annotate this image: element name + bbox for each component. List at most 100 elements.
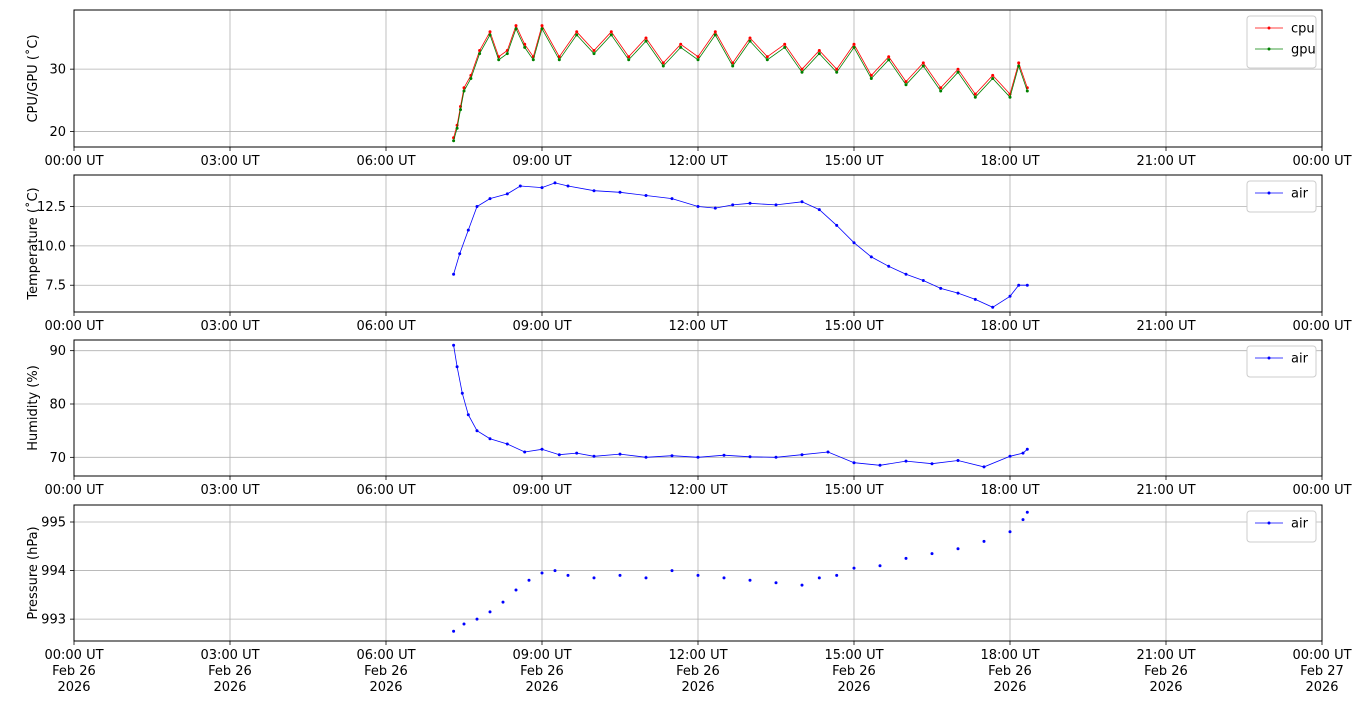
data-point [644,39,648,43]
data-point [514,588,518,592]
data-point [982,465,986,469]
x-tick-label: 18:00 UT [980,648,1039,663]
data-point [731,203,735,207]
data-point [731,64,735,68]
data-point [921,279,925,282]
y-tick-label: 20 [49,125,66,140]
data-point [956,459,960,462]
x-tick-label: 06:00 UT [356,154,415,169]
data-point [904,272,908,276]
data-point [982,539,986,543]
data-point [644,455,648,459]
x-tick-label: 03:00 UT [200,154,259,169]
y-tick-label: 994 [41,564,66,579]
data-point [722,453,726,457]
data-point [462,86,466,90]
data-point [800,583,804,587]
data-point [452,629,456,633]
data-point [592,189,596,193]
data-point [469,77,473,80]
data-point [748,455,752,459]
x-tick-label: Feb 26 [1144,664,1188,679]
data-point [627,55,631,59]
data-point [956,70,960,74]
x-tick-label: 15:00 UT [824,154,883,169]
x-tick-label: Feb 26 [364,664,408,679]
data-point [869,73,873,77]
panel-1: 00:00 UT 03:00 UT 06:00 UT 09:00 UT 12:00 UT… [25,9,1352,169]
y-tick-label: 70 [49,451,66,466]
data-point [575,451,579,455]
y-tick-label: 7.5 [45,279,66,294]
x-tick-label: 00:00 UT [44,319,103,334]
data-point [748,36,752,40]
data-point [501,600,505,604]
data-point [852,566,856,570]
data-point [1008,95,1012,99]
data-point [878,564,882,568]
data-point [800,70,804,74]
data-point [713,33,717,37]
data-point [497,58,501,62]
data-point [887,55,891,59]
data-point [540,571,544,575]
series-line [453,24,1028,138]
data-point [670,197,674,201]
legend-label: cpu [1291,22,1315,37]
data-point [852,42,856,46]
legend: air [1246,345,1317,378]
y-tick-label: 30 [49,63,66,78]
data-point [1008,530,1012,534]
plot-frame [73,174,1323,313]
x-tick-label: Feb 26 [52,664,96,679]
data-point [644,194,648,197]
legend-marker [1267,521,1271,525]
x-tick-label: 03:00 UT [200,319,259,334]
data-point [800,200,804,204]
data-point [852,461,856,465]
x-tick-label: 09:00 UT [512,319,571,334]
x-tick-label: 2026 [369,680,402,695]
data-point [475,205,479,208]
x-tick-label: Feb 26 [208,664,252,679]
x-tick-label: 2026 [681,680,714,695]
x-tick-label: 00:00 UT [1292,483,1351,498]
x-tick-label: 2026 [525,680,558,695]
data-point [904,459,908,463]
data-point [904,556,908,560]
legend: cpu gpu [1246,15,1317,69]
data-point [488,437,492,441]
series-air [452,181,1029,309]
x-tick-label: 03:00 UT [200,483,259,498]
data-point [505,192,509,196]
data-point [592,52,596,56]
data-point [553,569,557,573]
data-point [956,67,960,71]
x-tick-label: Feb 26 [676,664,720,679]
data-point [835,70,839,74]
data-point [478,49,482,52]
x-tick-label: Feb 26 [832,664,876,679]
x-tick-label: 12:00 UT [668,319,727,334]
data-point [462,89,466,93]
data-point [696,205,700,208]
data-point [459,108,462,112]
data-point [887,264,891,268]
data-point [1017,61,1021,65]
data-point [661,61,665,65]
data-point [783,45,787,49]
x-tick-label: 18:00 UT [980,154,1039,169]
data-point [531,58,535,62]
data-point [1025,447,1029,451]
legend-label: air [1291,517,1309,532]
x-tick-label: 09:00 UT [512,154,571,169]
x-tick-label: 15:00 UT [824,648,883,663]
y-tick-label: 80 [49,398,66,413]
data-point [523,450,527,454]
x-tick-label: 18:00 UT [980,483,1039,498]
data-point [748,578,752,582]
data-point [527,578,531,582]
series-air [452,343,1029,469]
data-point [566,573,570,577]
